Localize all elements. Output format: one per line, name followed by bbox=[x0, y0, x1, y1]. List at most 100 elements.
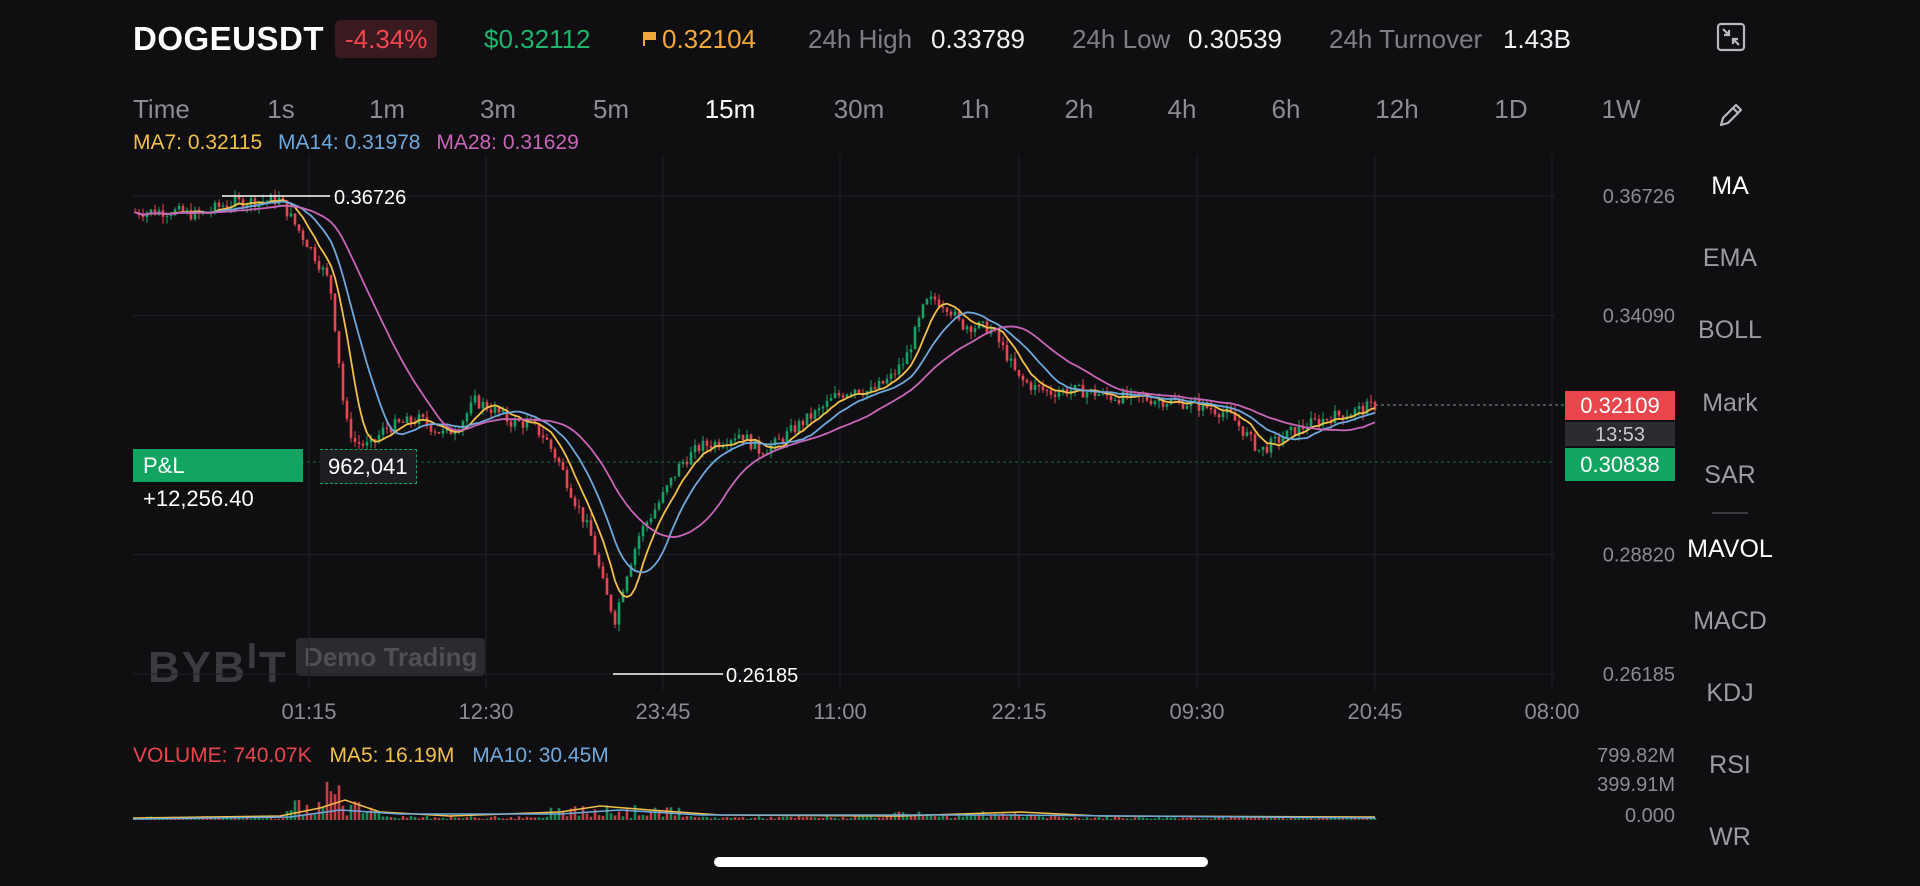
volume-bar bbox=[1301, 818, 1305, 820]
tab-5m[interactable]: 5m bbox=[592, 94, 630, 124]
candle-body bbox=[337, 331, 341, 364]
volume-bar bbox=[1049, 816, 1053, 820]
candle-body bbox=[1117, 400, 1121, 404]
volume-bar bbox=[1261, 817, 1265, 820]
turnover-value: 1.43B bbox=[1503, 24, 1571, 54]
ma7-legend: MA7: 0.32115 bbox=[133, 131, 263, 154]
tab-15m[interactable]: 15m bbox=[704, 94, 756, 124]
volume-bar bbox=[1281, 816, 1285, 820]
tab-1s[interactable]: 1s bbox=[267, 94, 295, 124]
volume-bar bbox=[789, 816, 793, 820]
candle-body bbox=[657, 502, 661, 510]
volume-bar bbox=[757, 816, 761, 820]
candle-body bbox=[601, 566, 605, 579]
volume-bar bbox=[1249, 816, 1253, 820]
volume-bar bbox=[305, 804, 309, 820]
collapse-arrows-icon[interactable] bbox=[1716, 22, 1746, 52]
tab-1d[interactable]: 1D bbox=[1494, 94, 1528, 124]
candle-body bbox=[585, 520, 589, 523]
candle-body bbox=[641, 525, 645, 537]
tab-4h[interactable]: 4h bbox=[1167, 94, 1197, 124]
candle-body bbox=[1041, 386, 1045, 390]
volume-bar bbox=[761, 818, 765, 820]
candle-body bbox=[329, 275, 333, 294]
volume-bar bbox=[1245, 817, 1249, 820]
candle-body bbox=[317, 261, 321, 270]
volume-y-tick-label: 0.000 bbox=[1625, 805, 1675, 827]
candle-body bbox=[961, 319, 965, 330]
candle-body bbox=[941, 306, 945, 309]
volume-bar bbox=[513, 818, 517, 820]
volume-bar bbox=[1009, 813, 1013, 820]
volume-bar bbox=[845, 818, 849, 820]
volume-bar bbox=[541, 817, 545, 820]
volume-bar bbox=[301, 815, 305, 820]
pencil-icon[interactable] bbox=[1716, 100, 1746, 130]
volume-bar bbox=[949, 818, 953, 820]
volume-bar bbox=[1221, 817, 1225, 820]
position-qty[interactable]: 962,041 bbox=[320, 449, 417, 484]
tab-30m[interactable]: 30m bbox=[833, 94, 885, 124]
volume-bar bbox=[1165, 817, 1169, 820]
tab-time[interactable]: Time bbox=[133, 94, 190, 124]
volume-bar bbox=[813, 817, 817, 820]
toolbar-divider bbox=[1712, 512, 1748, 514]
entry-price-tag: 0.30838 bbox=[1565, 448, 1675, 481]
volume-bar bbox=[765, 818, 769, 820]
candle-body bbox=[389, 428, 393, 433]
candle-body bbox=[529, 420, 533, 422]
volume-ma10: MA10: 30.45M bbox=[472, 744, 609, 767]
candle-body bbox=[837, 393, 841, 396]
volume-bar bbox=[713, 817, 717, 820]
candle-body bbox=[997, 330, 1001, 343]
candle-body bbox=[705, 440, 709, 447]
tab-12h[interactable]: 12h bbox=[1375, 94, 1419, 124]
volume-bar bbox=[1053, 816, 1057, 820]
volume-bar bbox=[969, 813, 973, 820]
volume-bar bbox=[481, 818, 485, 820]
candle-body bbox=[545, 437, 549, 440]
candle-body bbox=[149, 209, 153, 213]
candle-body bbox=[365, 442, 369, 446]
volume-bar bbox=[477, 818, 481, 820]
tab-1w[interactable]: 1W bbox=[1601, 94, 1641, 124]
volume-bar bbox=[325, 781, 329, 820]
symbol-title[interactable]: DOGEUSDT bbox=[133, 20, 325, 57]
home-indicator[interactable] bbox=[714, 857, 1208, 867]
tab-1h[interactable]: 1h bbox=[960, 94, 990, 124]
volume-bar bbox=[625, 808, 629, 820]
volume-bar bbox=[405, 817, 409, 820]
volume-bar bbox=[497, 817, 501, 820]
candle-body bbox=[921, 304, 925, 318]
tab-6h[interactable]: 6h bbox=[1271, 94, 1301, 124]
tab-1m[interactable]: 1m bbox=[368, 94, 406, 124]
candle-body bbox=[933, 296, 937, 300]
chart-grid bbox=[133, 155, 1565, 690]
candle-body bbox=[265, 200, 269, 202]
candle-body bbox=[1053, 394, 1057, 397]
volume-bar bbox=[1017, 814, 1021, 820]
candle-body bbox=[853, 389, 857, 394]
candle-body bbox=[573, 497, 577, 507]
volume-bar bbox=[1293, 816, 1297, 820]
candle-body bbox=[629, 564, 633, 577]
volume-bar bbox=[817, 817, 821, 820]
ticker-header: DOGEUSDT -4.34% $0.32112 0.32104 24h Hig… bbox=[0, 0, 1660, 80]
volume-bar bbox=[465, 817, 469, 820]
volume-bar bbox=[821, 817, 825, 820]
volume-bar bbox=[445, 818, 449, 820]
candle-body bbox=[473, 395, 477, 403]
volume-bar bbox=[1269, 817, 1273, 820]
volume-bar bbox=[605, 805, 609, 820]
candle-body bbox=[969, 326, 973, 333]
tab-3m[interactable]: 3m bbox=[479, 94, 517, 124]
tab-2h[interactable]: 2h bbox=[1064, 94, 1094, 124]
candle-body bbox=[185, 209, 189, 213]
volume-bar bbox=[985, 817, 989, 820]
volume-bar bbox=[317, 802, 321, 820]
volume-bar bbox=[273, 818, 277, 820]
volume-bar bbox=[977, 813, 981, 820]
candle-body bbox=[733, 438, 737, 441]
pnl-tag[interactable]: P&L +12,256.40 bbox=[133, 449, 303, 511]
